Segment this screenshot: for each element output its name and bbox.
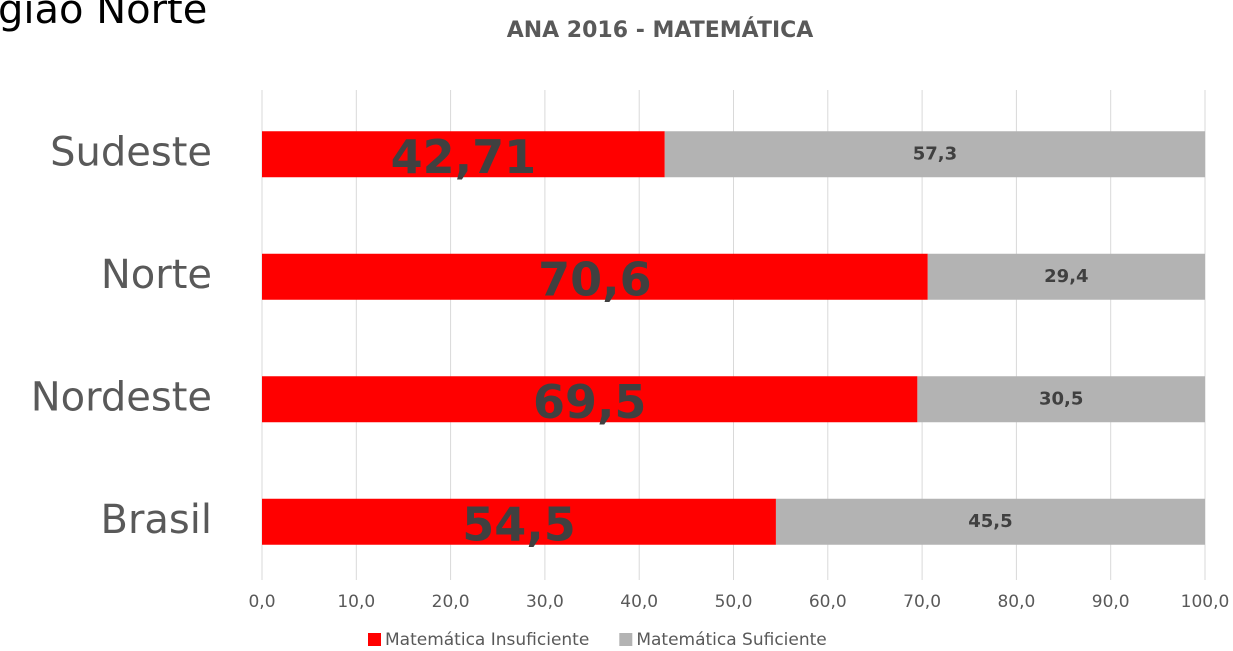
chart-title: ANA 2016 - MATEMÁTICA (507, 17, 814, 43)
bar-segment (262, 376, 918, 423)
data-label: 45,5 (968, 511, 1012, 532)
data-label: 70,6 (538, 252, 652, 306)
legend-swatch (619, 633, 633, 646)
bar-segment (927, 253, 1205, 300)
y-tick-label: Sudeste (50, 129, 212, 175)
legend-swatch (368, 633, 381, 646)
data-label: 69,5 (533, 375, 647, 429)
x-tick-label: 90,0 (1092, 592, 1130, 612)
y-tick-label: Norte (101, 252, 212, 298)
x-tick-label: 40,0 (620, 592, 658, 612)
x-tick-label: 50,0 (715, 592, 753, 612)
data-label: 57,3 (913, 143, 957, 164)
data-label: 30,5 (1039, 388, 1083, 409)
x-tick-label: 80,0 (997, 592, 1035, 612)
y-tick-label: Brasil (101, 497, 212, 543)
x-tick-label: 60,0 (809, 592, 847, 612)
data-label: 29,4 (1044, 266, 1088, 287)
x-tick-label: 20,0 (432, 592, 470, 612)
bar-segment (775, 498, 1205, 545)
legend-label: Matemática Suficiente (636, 630, 826, 650)
x-tick-label: 10,0 (337, 592, 375, 612)
bar-segment (262, 131, 665, 178)
bar-segment (664, 131, 1206, 178)
y-tick-label: Nordeste (31, 374, 212, 420)
bar-segment (262, 253, 928, 300)
x-tick-label: 100,0 (1181, 592, 1230, 612)
annotation: gião Norte (0, 0, 207, 33)
x-tick-label: 30,0 (526, 592, 564, 612)
legend-label: Matemática Insuficiente (385, 630, 589, 650)
data-label: 54,5 (462, 497, 576, 551)
x-tick-label: 0,0 (248, 592, 275, 612)
bar-segment (917, 376, 1205, 423)
x-tick-label: 70,0 (903, 592, 941, 612)
data-label: 42,71 (391, 130, 537, 184)
bar-segment (262, 498, 776, 545)
